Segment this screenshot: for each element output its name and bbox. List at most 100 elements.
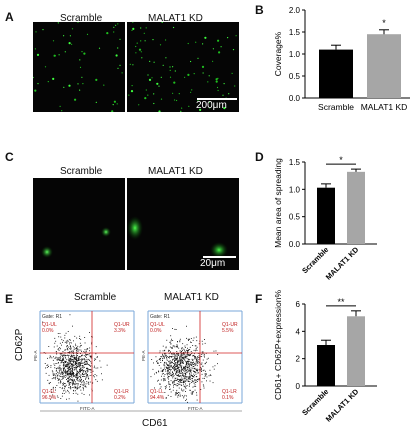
flow-event bbox=[88, 369, 90, 371]
flow-event bbox=[189, 389, 191, 391]
flow-event bbox=[196, 394, 198, 396]
flow-event bbox=[66, 371, 68, 373]
flow-event bbox=[86, 374, 88, 376]
flow-event bbox=[188, 366, 190, 368]
flow-event bbox=[64, 377, 66, 378]
flow-event bbox=[80, 364, 81, 366]
flow-event bbox=[195, 369, 197, 371]
flow-event bbox=[51, 378, 53, 380]
flow-event bbox=[89, 381, 91, 383]
flow-event bbox=[191, 358, 193, 360]
fluorescent-dot bbox=[36, 53, 40, 56]
flow-event bbox=[174, 367, 176, 368]
fluorescent-dot bbox=[220, 46, 222, 48]
flow-event bbox=[170, 391, 172, 393]
flow-event bbox=[67, 381, 69, 382]
flow-event bbox=[196, 358, 198, 359]
fluorescent-dot bbox=[161, 22, 163, 23]
flow-event bbox=[79, 362, 80, 363]
flow-event bbox=[70, 350, 72, 352]
flow-event bbox=[184, 359, 186, 361]
flow-event bbox=[187, 371, 189, 372]
flow-event bbox=[63, 390, 64, 392]
flow-event bbox=[186, 350, 188, 352]
flow-event bbox=[167, 367, 169, 369]
flow-event bbox=[177, 396, 179, 398]
flow-event bbox=[185, 385, 187, 387]
flow-event bbox=[85, 355, 86, 357]
flow-event bbox=[192, 360, 194, 361]
flow-event bbox=[167, 372, 169, 374]
fluorescent-dot bbox=[160, 98, 163, 100]
flow-event bbox=[86, 376, 87, 378]
flow-event bbox=[57, 377, 58, 379]
flow-event bbox=[63, 369, 64, 371]
flow-event bbox=[163, 353, 165, 354]
flow-event bbox=[63, 368, 65, 370]
fluorescent-dot bbox=[217, 77, 219, 79]
flow-event bbox=[77, 345, 79, 347]
flow-event bbox=[157, 362, 158, 364]
flow-event bbox=[80, 384, 81, 386]
flow-event bbox=[82, 373, 83, 375]
flow-inner-x: FITC-A bbox=[188, 406, 203, 411]
flow-event bbox=[158, 370, 159, 372]
flow-event bbox=[172, 382, 174, 384]
flow-event bbox=[60, 348, 61, 350]
fluorescent-dot bbox=[135, 45, 137, 48]
flow-event bbox=[175, 362, 177, 364]
flow-event bbox=[177, 367, 179, 369]
flow-event bbox=[73, 376, 75, 378]
flow-event bbox=[84, 363, 86, 365]
fluorescent-dot bbox=[209, 107, 211, 109]
flow-event bbox=[83, 351, 85, 353]
flow-event bbox=[85, 364, 87, 365]
flow-event bbox=[85, 372, 87, 374]
flow-event bbox=[171, 375, 173, 377]
flow-event bbox=[86, 381, 88, 383]
flow-event bbox=[65, 384, 67, 386]
flow-event bbox=[186, 361, 188, 362]
flow-event bbox=[165, 366, 167, 368]
flow-event bbox=[167, 394, 169, 396]
flow-event bbox=[186, 376, 188, 378]
flow-event bbox=[75, 358, 77, 360]
flow-event bbox=[81, 370, 82, 371]
flow-event bbox=[193, 349, 195, 351]
flow-event bbox=[183, 380, 185, 382]
flow-event bbox=[89, 332, 90, 333]
flow-event bbox=[183, 389, 185, 391]
flow-event bbox=[174, 357, 176, 359]
flow-event bbox=[187, 354, 189, 356]
flow-event bbox=[76, 374, 78, 375]
flow-event bbox=[173, 375, 175, 377]
flow-event bbox=[74, 357, 76, 359]
flow-event bbox=[67, 373, 69, 375]
fluorescent-dot bbox=[35, 31, 37, 33]
fluorescent-dot bbox=[140, 51, 142, 53]
flow-event bbox=[65, 369, 66, 371]
fluorescent-dot bbox=[227, 37, 229, 39]
fluorescent-dot bbox=[95, 78, 98, 81]
flow-event bbox=[166, 357, 167, 358]
flow-event bbox=[76, 348, 78, 349]
flow-event bbox=[181, 370, 182, 372]
flow-event bbox=[72, 380, 74, 382]
flow-event bbox=[81, 363, 83, 364]
flow-event bbox=[165, 346, 167, 348]
flow-event bbox=[202, 359, 204, 361]
flow-event bbox=[167, 367, 169, 369]
flow-event bbox=[70, 372, 71, 374]
flow-event bbox=[168, 375, 170, 377]
flow-event bbox=[181, 366, 182, 368]
flow-event bbox=[67, 371, 69, 373]
flow-event bbox=[186, 364, 188, 366]
flow-event bbox=[83, 365, 85, 367]
flow-event bbox=[150, 376, 152, 378]
flow-event bbox=[181, 376, 183, 378]
fluorescent-dot bbox=[33, 76, 34, 79]
flow-event bbox=[81, 366, 83, 368]
flow-event bbox=[72, 380, 74, 382]
flow-event bbox=[76, 362, 78, 364]
flow-event bbox=[180, 361, 182, 363]
